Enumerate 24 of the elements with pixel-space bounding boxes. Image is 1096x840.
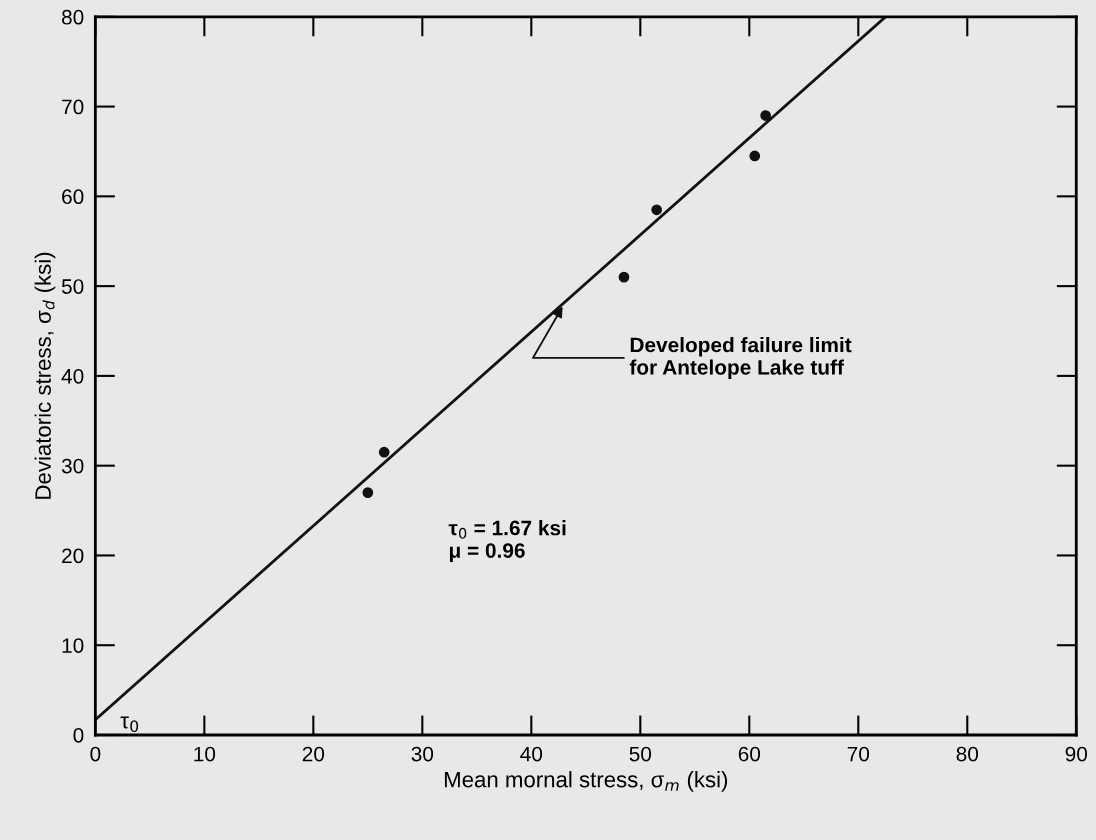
x-tick-label: 60 [738, 746, 761, 762]
x-tick-label: 70 [847, 746, 870, 762]
y-tick-label: 40 [61, 368, 84, 384]
y-tick-label: 60 [62, 189, 84, 205]
annotation: Developed failure limit for Antelope Lake tuff [629, 337, 852, 379]
y-tick-label: 0 [73, 728, 84, 743]
x-tick-label: 30 [411, 746, 434, 762]
x-axis-title: Mean mornal stress, σ$_{m}$ (ksi) [444, 771, 728, 792]
y-tick-label: 20 [62, 548, 84, 564]
x-tick-label: 0 [90, 746, 101, 762]
x-tick-label: 20 [302, 746, 325, 762]
x-tick-label: 50 [629, 746, 652, 762]
annotation: τ$_{0}$ = 1.67 ksi μ = 0.96 [448, 520, 566, 562]
annotation: τ$_{0}$ [120, 716, 139, 733]
x-tick-label: 80 [956, 746, 979, 762]
y-axis-title: Deviatoric stress, σ$_{d}$ (ksi) [34, 252, 56, 499]
y-tick-label: 50 [61, 279, 84, 294]
x-tick-label: 10 [194, 746, 216, 762]
y-tick-label: 30 [61, 458, 84, 474]
y-tick-label: 10 [62, 638, 84, 653]
y-tick-label: 80 [61, 9, 84, 25]
y-tick-label: 70 [62, 99, 84, 115]
x-tick-label: 90 [1065, 746, 1088, 762]
x-tick-label: 40 [520, 746, 543, 762]
